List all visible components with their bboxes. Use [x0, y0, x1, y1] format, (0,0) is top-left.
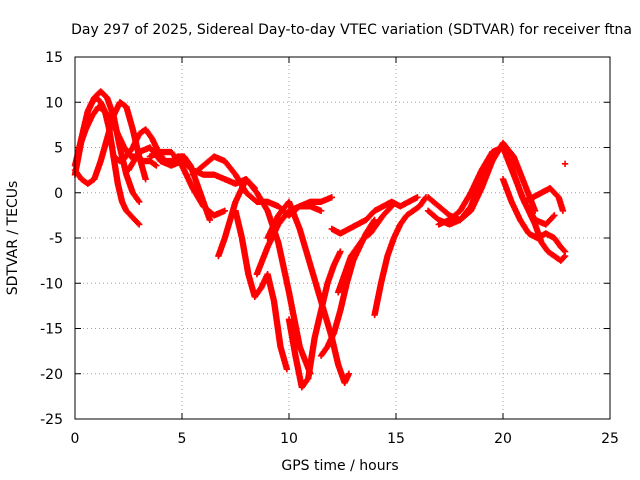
data-point-markers	[264, 198, 353, 386]
x-tick-label: 5	[178, 431, 187, 447]
data-markers	[71, 88, 569, 391]
data-point-markers	[371, 194, 430, 319]
y-tick-label: 0	[54, 186, 63, 202]
data-series	[335, 203, 395, 296]
data-point-markers	[76, 103, 160, 169]
data-point-markers	[285, 248, 344, 391]
data-series	[424, 139, 539, 224]
y-tick-label: -25	[40, 412, 63, 428]
data-point-markers	[335, 203, 395, 296]
data-series	[371, 194, 430, 319]
y-tick-label: 15	[45, 50, 63, 66]
y-tick-label: -5	[49, 231, 63, 247]
data-series	[146, 148, 228, 219]
data-series	[328, 194, 421, 237]
plot-frame	[74, 56, 611, 420]
y-tick-label: 5	[54, 141, 63, 157]
data-series	[285, 248, 344, 391]
x-tick-label: 25	[601, 431, 619, 447]
y-tick-label: 10	[45, 95, 63, 111]
y-tick-label: -20	[40, 367, 63, 383]
data-point-markers	[521, 185, 567, 215]
data-series	[232, 207, 291, 373]
data-series	[561, 160, 569, 167]
data-series	[435, 144, 569, 264]
data-point-markers	[424, 139, 539, 224]
data-series	[76, 103, 160, 169]
data-series	[521, 185, 567, 215]
y-axis-label: SDTVAR / TECUs	[5, 181, 21, 296]
tick-labels: 0 5 10 15 20 25 -25 -20 -15 -10 -5 0 5 10 15	[40, 50, 619, 447]
data-point-markers	[435, 144, 569, 264]
data-point-markers	[215, 175, 314, 377]
y-tick-label: -15	[40, 322, 63, 338]
data-point-markers	[232, 207, 291, 373]
data-series	[215, 175, 314, 377]
data-point-markers	[561, 160, 569, 167]
x-tick-label: 10	[280, 431, 298, 447]
x-tick-label: 15	[387, 431, 405, 447]
data-series	[253, 194, 335, 278]
chart-title: Day 297 of 2025, Sidereal Day-to-day VTE…	[71, 22, 632, 38]
data-series	[499, 175, 569, 255]
data-series	[264, 198, 353, 386]
data-point-markers	[253, 194, 335, 278]
data-point-markers	[499, 175, 569, 255]
data-point-markers	[146, 148, 228, 219]
data-point-markers	[328, 194, 421, 237]
grid	[75, 57, 610, 419]
x-tick-label: 0	[71, 431, 80, 447]
x-tick-label: 20	[494, 431, 512, 447]
x-axis-label: GPS time / hours	[281, 458, 398, 474]
y-tick-label: -10	[40, 276, 63, 292]
